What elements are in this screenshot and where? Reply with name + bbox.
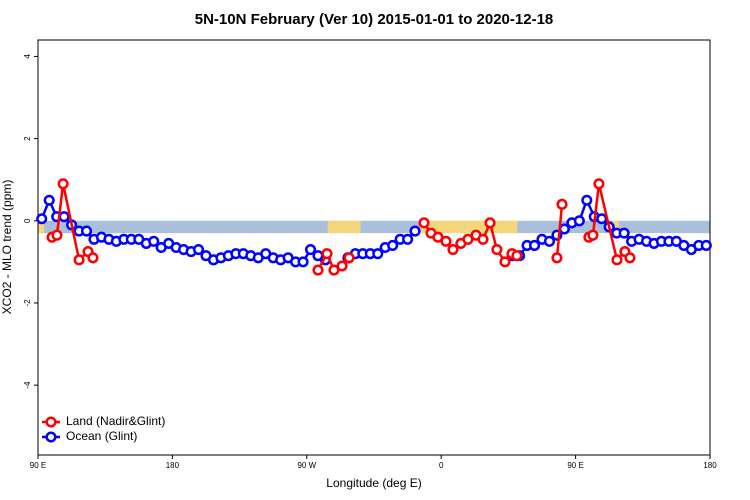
data-point xyxy=(192,244,205,256)
legend-marker xyxy=(45,416,57,428)
y-axis-label: XCO2 - MLO trend (ppm) xyxy=(0,180,14,315)
legend-label: Ocean (Glint) xyxy=(66,429,137,443)
x-axis-label: Longitude (deg E) xyxy=(326,476,421,490)
data-point xyxy=(58,211,70,223)
chart-title: 5N-10N February (Ver 10) 2015-01-01 to 2… xyxy=(195,11,554,28)
data-point xyxy=(148,235,160,247)
y-tick-label: 0 xyxy=(23,218,32,223)
y-tick-label: 2 xyxy=(23,136,32,141)
data-point xyxy=(440,235,452,247)
y-tick-label: -2 xyxy=(23,299,32,307)
plot-frame xyxy=(37,39,711,456)
data-point xyxy=(43,194,55,206)
data-point xyxy=(593,178,605,190)
data-point xyxy=(700,239,712,251)
land-band xyxy=(327,220,361,234)
data-point xyxy=(573,215,585,227)
data-point xyxy=(511,250,523,262)
data-point xyxy=(551,252,563,264)
y-tick-label: -4 xyxy=(23,381,32,389)
data-point xyxy=(432,231,444,243)
data-point xyxy=(304,244,317,256)
legend-marker xyxy=(45,431,57,443)
y-tick-label: 4 xyxy=(23,54,32,59)
data-point xyxy=(312,264,324,276)
data-point xyxy=(596,213,608,225)
data-point xyxy=(343,252,355,264)
data-point xyxy=(402,233,414,245)
land-band xyxy=(612,220,619,234)
data-point xyxy=(462,233,474,245)
data-point xyxy=(624,252,636,264)
data-point xyxy=(418,217,430,229)
data-point xyxy=(581,194,593,206)
x-tick-label: 90 E xyxy=(567,461,583,470)
data-point xyxy=(372,248,384,260)
data-point xyxy=(387,239,399,251)
data-point xyxy=(336,260,348,272)
data-point xyxy=(321,248,333,260)
data-point xyxy=(447,244,459,256)
data-point xyxy=(87,252,99,264)
data-point xyxy=(618,227,630,239)
data-point xyxy=(556,198,568,210)
data-point xyxy=(297,256,309,268)
data-point xyxy=(409,225,421,237)
data-point xyxy=(611,254,623,266)
land-band xyxy=(38,220,44,234)
legend-label: Land (Nadir&Glint) xyxy=(66,414,165,428)
x-tick-label: 0 xyxy=(439,461,444,470)
x-tick-label: 180 xyxy=(166,461,180,470)
data-point xyxy=(491,244,503,256)
data-point xyxy=(57,178,69,190)
data-point xyxy=(543,235,556,247)
data-point xyxy=(73,254,85,266)
data-point xyxy=(80,225,93,237)
data-point xyxy=(587,229,599,241)
x-tick-label: 180 xyxy=(703,461,717,470)
x-tick-label: 90 E xyxy=(30,461,46,470)
data-point xyxy=(328,264,340,276)
data-point xyxy=(36,213,48,225)
x-tick-label: 90 W xyxy=(297,461,316,470)
data-point xyxy=(499,256,511,268)
ocean-band xyxy=(38,220,710,234)
data-point xyxy=(484,217,496,229)
data-point xyxy=(528,239,541,251)
data-point xyxy=(477,233,489,245)
data-point xyxy=(51,229,63,241)
